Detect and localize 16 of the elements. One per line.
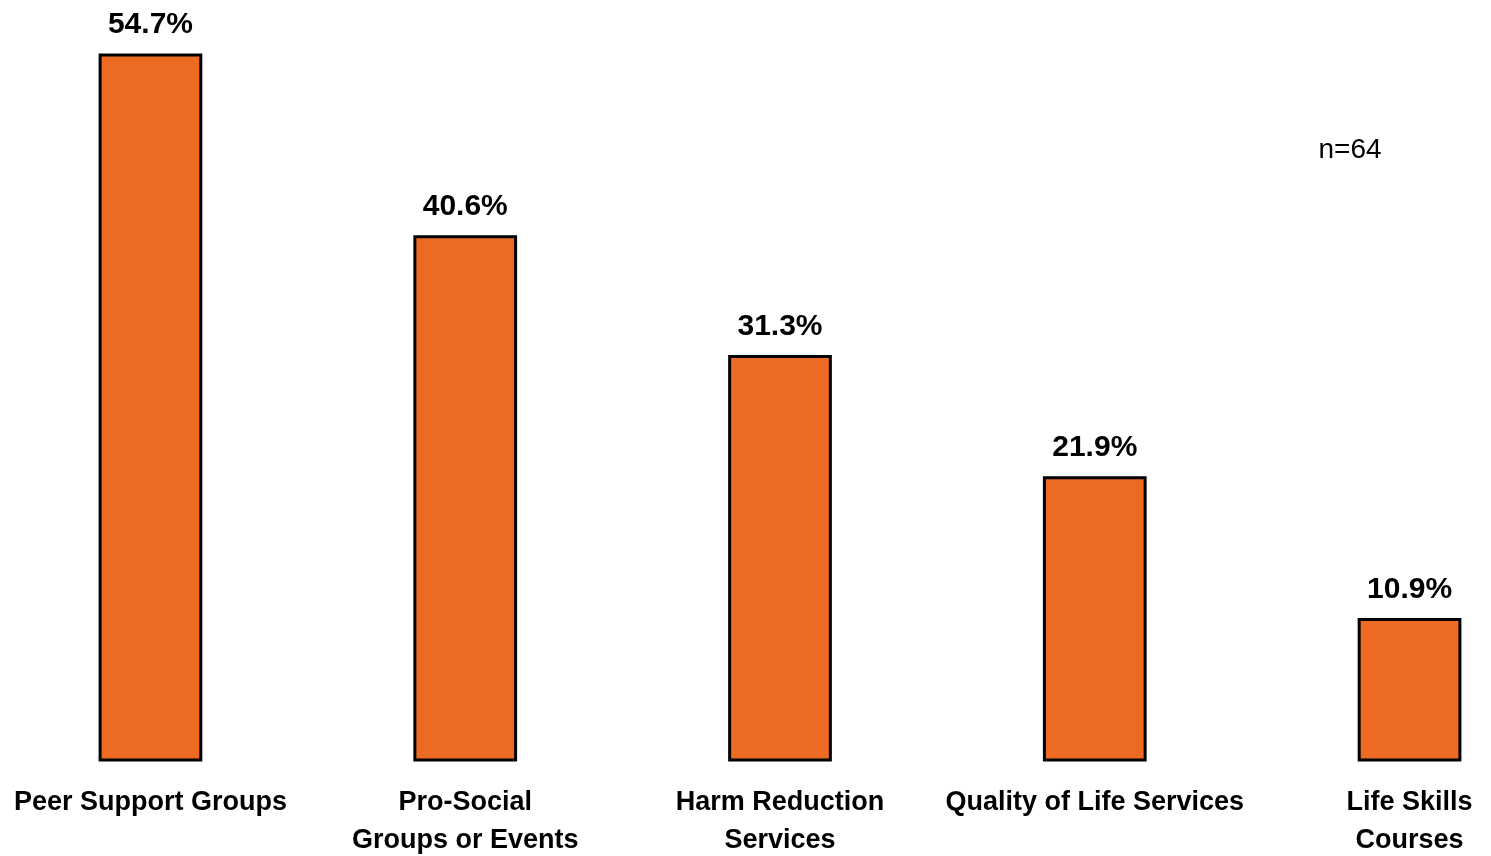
bar (98, 53, 203, 762)
x-tick-label: Quality of Life Services (945, 785, 1245, 816)
data-label: 21.9% (1052, 428, 1138, 462)
data-label: 31.3% (737, 307, 823, 341)
bar (413, 235, 518, 762)
x-tick-label: Life Skills Courses (1346, 785, 1473, 854)
data-label: 54.7% (107, 6, 193, 39)
x-tick-label: Harm Reduction Services (675, 785, 885, 854)
bar (1042, 476, 1147, 762)
x-tick-label: Pro-Social Groups or Events (351, 785, 579, 854)
bar (728, 355, 832, 762)
data-label: 10.9% (1367, 570, 1453, 604)
data-label: 40.6% (422, 187, 508, 221)
bar (1357, 618, 1462, 762)
annotation: n=64 (1318, 133, 1382, 164)
x-tick-label: Peer Support Groups (13, 785, 287, 816)
